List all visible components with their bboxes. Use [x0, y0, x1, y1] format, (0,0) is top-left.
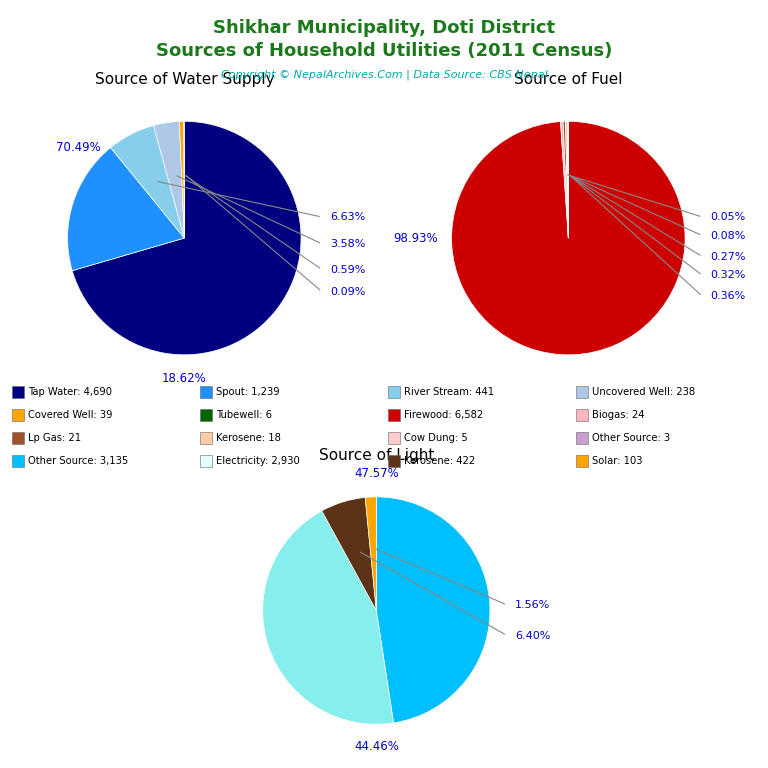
Text: 44.46%: 44.46%: [354, 740, 399, 753]
Title: Source of Light: Source of Light: [319, 449, 434, 463]
Text: 3.58%: 3.58%: [330, 239, 366, 249]
Text: Firewood: 6,582: Firewood: 6,582: [404, 409, 483, 420]
Text: 18.62%: 18.62%: [162, 372, 207, 385]
Text: Kerosene: 422: Kerosene: 422: [404, 455, 475, 466]
Text: Sources of Household Utilities (2011 Census): Sources of Household Utilities (2011 Cen…: [156, 42, 612, 60]
Text: 6.40%: 6.40%: [515, 631, 551, 641]
Text: 0.27%: 0.27%: [710, 252, 746, 262]
Text: Lp Gas: 21: Lp Gas: 21: [28, 432, 81, 443]
Wedge shape: [452, 121, 685, 355]
Text: 0.36%: 0.36%: [710, 291, 746, 302]
Text: Uncovered Well: 238: Uncovered Well: 238: [592, 386, 695, 397]
Wedge shape: [263, 511, 393, 724]
Text: 0.09%: 0.09%: [330, 286, 366, 296]
Wedge shape: [565, 121, 568, 238]
Text: 1.56%: 1.56%: [515, 600, 550, 610]
Text: River Stream: 441: River Stream: 441: [404, 386, 494, 397]
Text: Shikhar Municipality, Doti District: Shikhar Municipality, Doti District: [213, 19, 555, 37]
Wedge shape: [376, 497, 490, 723]
Text: 0.08%: 0.08%: [710, 230, 746, 240]
Wedge shape: [180, 121, 184, 238]
Text: 70.49%: 70.49%: [55, 141, 101, 154]
Text: 0.59%: 0.59%: [330, 265, 366, 275]
Text: Kerosene: 18: Kerosene: 18: [216, 432, 280, 443]
Wedge shape: [68, 147, 184, 270]
Wedge shape: [365, 497, 376, 611]
Wedge shape: [561, 121, 568, 238]
Text: Copyright © NepalArchives.Com | Data Source: CBS Nepal: Copyright © NepalArchives.Com | Data Sou…: [220, 69, 548, 80]
Wedge shape: [72, 121, 301, 355]
Title: Source of Fuel: Source of Fuel: [514, 72, 623, 87]
Text: Covered Well: 39: Covered Well: 39: [28, 409, 112, 420]
Text: Biogas: 24: Biogas: 24: [592, 409, 644, 420]
Text: Electricity: 2,930: Electricity: 2,930: [216, 455, 300, 466]
Text: Spout: 1,239: Spout: 1,239: [216, 386, 280, 397]
Text: Tubewell: 6: Tubewell: 6: [216, 409, 272, 420]
Wedge shape: [322, 498, 376, 611]
Text: Tap Water: 4,690: Tap Water: 4,690: [28, 386, 111, 397]
Text: Other Source: 3: Other Source: 3: [592, 432, 670, 443]
Text: Other Source: 3,135: Other Source: 3,135: [28, 455, 128, 466]
Text: 6.63%: 6.63%: [330, 212, 366, 222]
Text: Cow Dung: 5: Cow Dung: 5: [404, 432, 468, 443]
Wedge shape: [154, 121, 184, 238]
Title: Source of Water Supply: Source of Water Supply: [94, 72, 274, 87]
Text: 0.05%: 0.05%: [710, 212, 746, 222]
Wedge shape: [111, 125, 184, 238]
Text: 47.57%: 47.57%: [354, 467, 399, 480]
Text: 98.93%: 98.93%: [393, 232, 438, 244]
Wedge shape: [563, 121, 568, 238]
Text: Solar: 103: Solar: 103: [592, 455, 643, 466]
Text: 0.32%: 0.32%: [710, 270, 746, 280]
